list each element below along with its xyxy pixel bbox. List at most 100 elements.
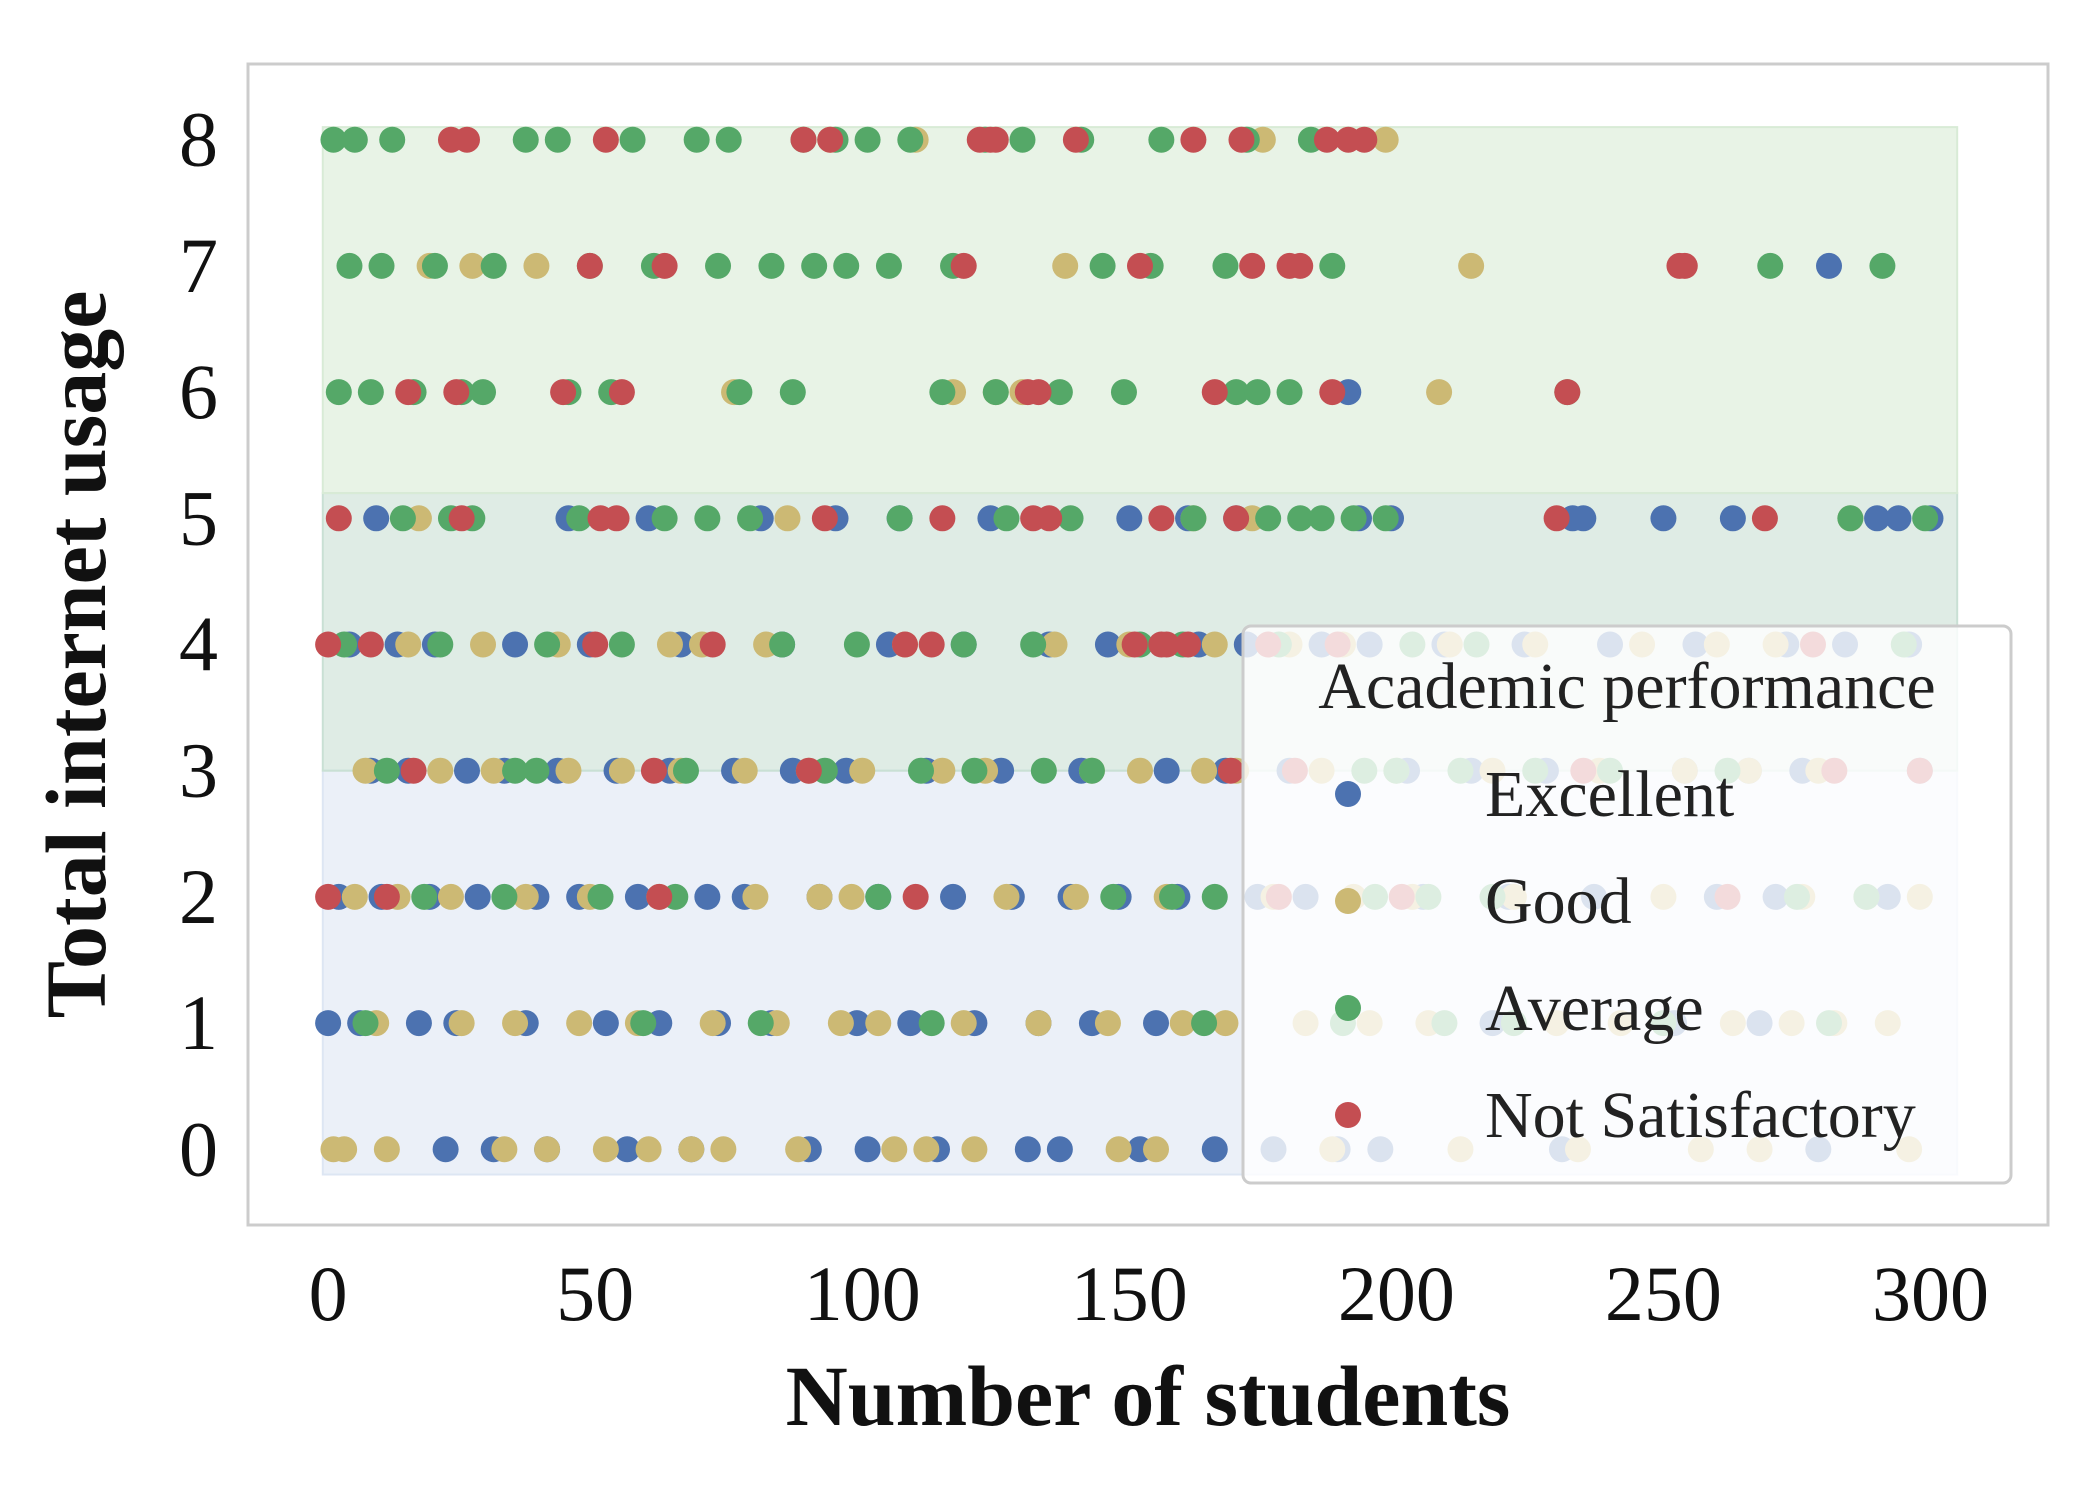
data-point [453,126,480,153]
data-point [1201,631,1228,658]
data-point [1014,1136,1041,1163]
data-point [950,631,977,658]
data-point [801,252,828,279]
data-point [849,757,876,784]
data-point [1223,379,1250,406]
data-point [325,505,352,532]
data-point [865,1010,892,1037]
data-point [1201,379,1228,406]
data-point [940,883,967,910]
data-point [918,631,945,658]
legend-marker [1335,1102,1361,1128]
data-point [1057,505,1084,532]
legend-label: Average [1485,972,1704,1045]
data-point [774,505,801,532]
data-point [357,379,384,406]
legend-marker [1335,995,1361,1021]
data-point [875,252,902,279]
legend-label: Good [1485,865,1632,938]
data-point [448,505,475,532]
data-point [961,757,988,784]
data-point [902,883,929,910]
data-point [1159,883,1186,910]
data-point [502,1010,529,1037]
data-point [411,883,438,910]
data-point [373,1136,400,1163]
legend-box [1241,624,2013,1185]
data-point [769,631,796,658]
data-point [427,631,454,658]
data-point [534,1136,561,1163]
data-point [897,1010,924,1037]
data-point [534,631,561,658]
data-point [1458,252,1485,279]
data-point [389,505,416,532]
data-point [1169,1010,1196,1037]
data-point [630,1010,657,1037]
data-point [865,883,892,910]
data-point [651,505,678,532]
data-point [576,252,603,279]
y-tick-label: 2 [179,853,218,940]
x-tick-label: 300 [1872,1250,1989,1337]
data-point [710,1136,737,1163]
data-point [640,757,667,784]
legend-label: Excellent [1485,758,1734,831]
data-point [1052,252,1079,279]
data-point [1239,252,1266,279]
x-tick-label: 200 [1338,1250,1455,1337]
data-point [325,379,352,406]
data-point [1062,883,1089,910]
data-point [357,631,384,658]
x-tick-label: 50 [556,1250,634,1337]
y-tick-label: 1 [179,979,218,1066]
data-point [470,379,497,406]
data-point [1110,379,1137,406]
data-point [1046,1136,1073,1163]
data-point [1201,1136,1228,1163]
data-point [982,126,1009,153]
data-point [320,126,347,153]
data-point [587,883,614,910]
x-tick-label: 250 [1605,1250,1722,1337]
data-point [1319,252,1346,279]
data-point [881,1136,908,1163]
data-point [1116,505,1143,532]
data-point [592,126,619,153]
data-point [1319,379,1346,406]
data-point [694,883,721,910]
data-point [929,379,956,406]
data-point [624,883,651,910]
data-point [1869,252,1896,279]
data-point [550,379,577,406]
data-point [950,252,977,279]
data-point [950,1010,977,1037]
data-point [491,883,518,910]
data-point [582,631,609,658]
data-point [1372,505,1399,532]
data-point [854,1136,881,1163]
data-point [982,379,1009,406]
data-point [1837,505,1864,532]
data-point [886,505,913,532]
data-point [1180,505,1207,532]
data-point [1020,631,1047,658]
data-point [1009,126,1036,153]
data-point [1191,1010,1218,1037]
data-point [480,757,507,784]
data-point [363,505,390,532]
data-point [1143,1136,1170,1163]
data-point [566,1010,593,1037]
data-point [395,379,422,406]
data-point [1025,1010,1052,1037]
y-axis-title: Total internet usage [28,291,124,1019]
data-point [907,757,934,784]
data-point [331,1136,358,1163]
y-tick-label: 5 [179,474,218,561]
data-point [427,757,454,784]
data-point [779,379,806,406]
data-point [1287,252,1314,279]
data-point [379,126,406,153]
data-point [619,126,646,153]
